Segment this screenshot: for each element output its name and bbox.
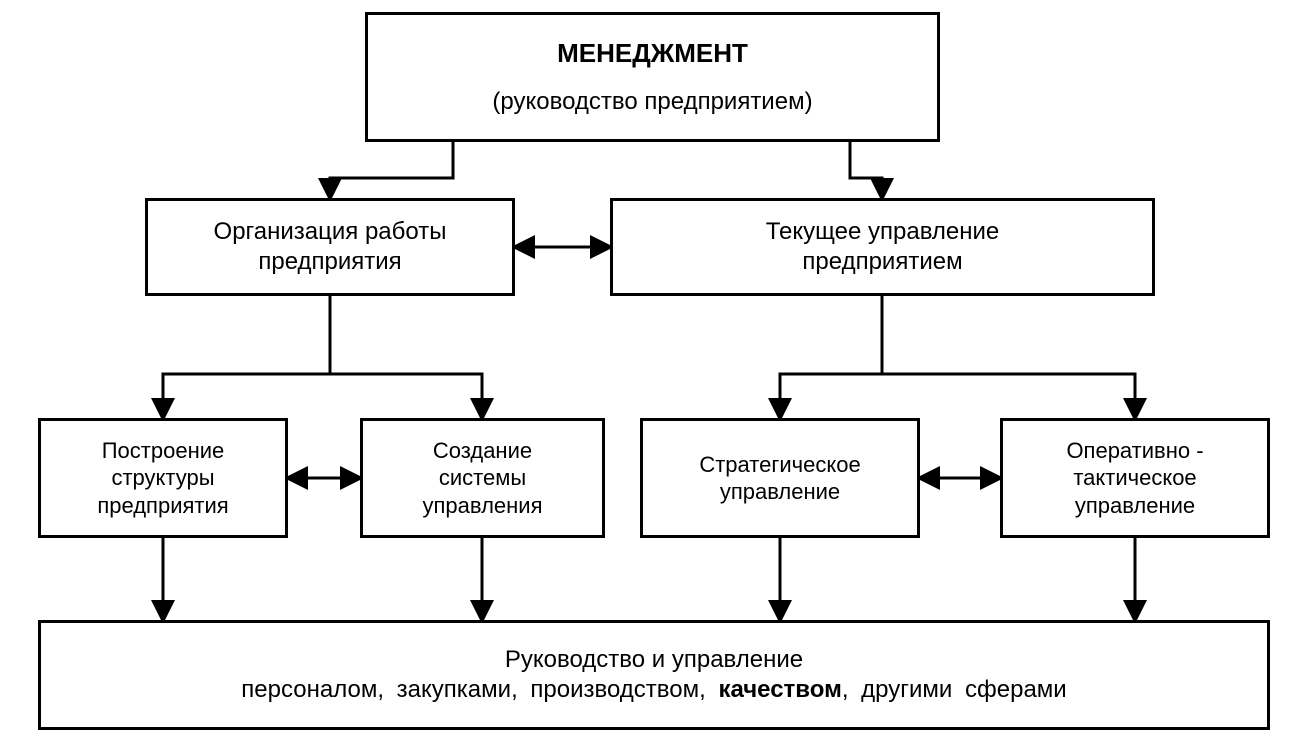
node-operational-tactical: Оперативно - тактическое управление xyxy=(1000,418,1270,538)
node-line: Стратегическое xyxy=(699,451,860,479)
node-line: системы xyxy=(439,464,526,492)
node-leadership-domains: Руководство и управление персоналом, зак… xyxy=(38,620,1270,730)
bottom-line-2-pre: персоналом, закупками, производством, xyxy=(241,676,718,703)
node-line: предприятия xyxy=(97,492,228,520)
bottom-line-2-post: , другими сферами xyxy=(842,676,1067,703)
bottom-line-1: Руководство и управление xyxy=(505,645,803,675)
node-strategic-management: Стратегическое управление xyxy=(640,418,920,538)
root-title: МЕНЕДЖМЕНТ xyxy=(557,37,748,70)
node-line: Оперативно - xyxy=(1066,437,1203,465)
node-build-structure: Построение структуры предприятия xyxy=(38,418,288,538)
node-line: Построение xyxy=(102,437,225,465)
node-line: управление xyxy=(720,478,840,506)
bottom-line-2-bold: качеством xyxy=(718,676,841,703)
node-line: структуры xyxy=(111,464,214,492)
node-current-management: Текущее управление предприятием xyxy=(610,198,1155,296)
node-line: предприятия xyxy=(258,247,401,277)
root-subtitle: (руководство предприятием) xyxy=(492,87,812,117)
node-line: управление xyxy=(1075,492,1195,520)
node-organization-work: Организация работы предприятия xyxy=(145,198,515,296)
node-line: предприятием xyxy=(802,247,962,277)
diagram-canvas: МЕНЕДЖМЕНТ (руководство предприятием) Ор… xyxy=(0,0,1309,749)
node-line: Организация работы xyxy=(214,217,447,247)
node-line: управления xyxy=(423,492,543,520)
node-line: Текущее управление xyxy=(766,217,1000,247)
node-management-root: МЕНЕДЖМЕНТ (руководство предприятием) xyxy=(365,12,940,142)
node-create-system: Создание системы управления xyxy=(360,418,605,538)
node-line: Создание xyxy=(433,437,532,465)
node-line: тактическое xyxy=(1073,464,1196,492)
bottom-line-2: персоналом, закупками, производством, ка… xyxy=(241,675,1066,705)
